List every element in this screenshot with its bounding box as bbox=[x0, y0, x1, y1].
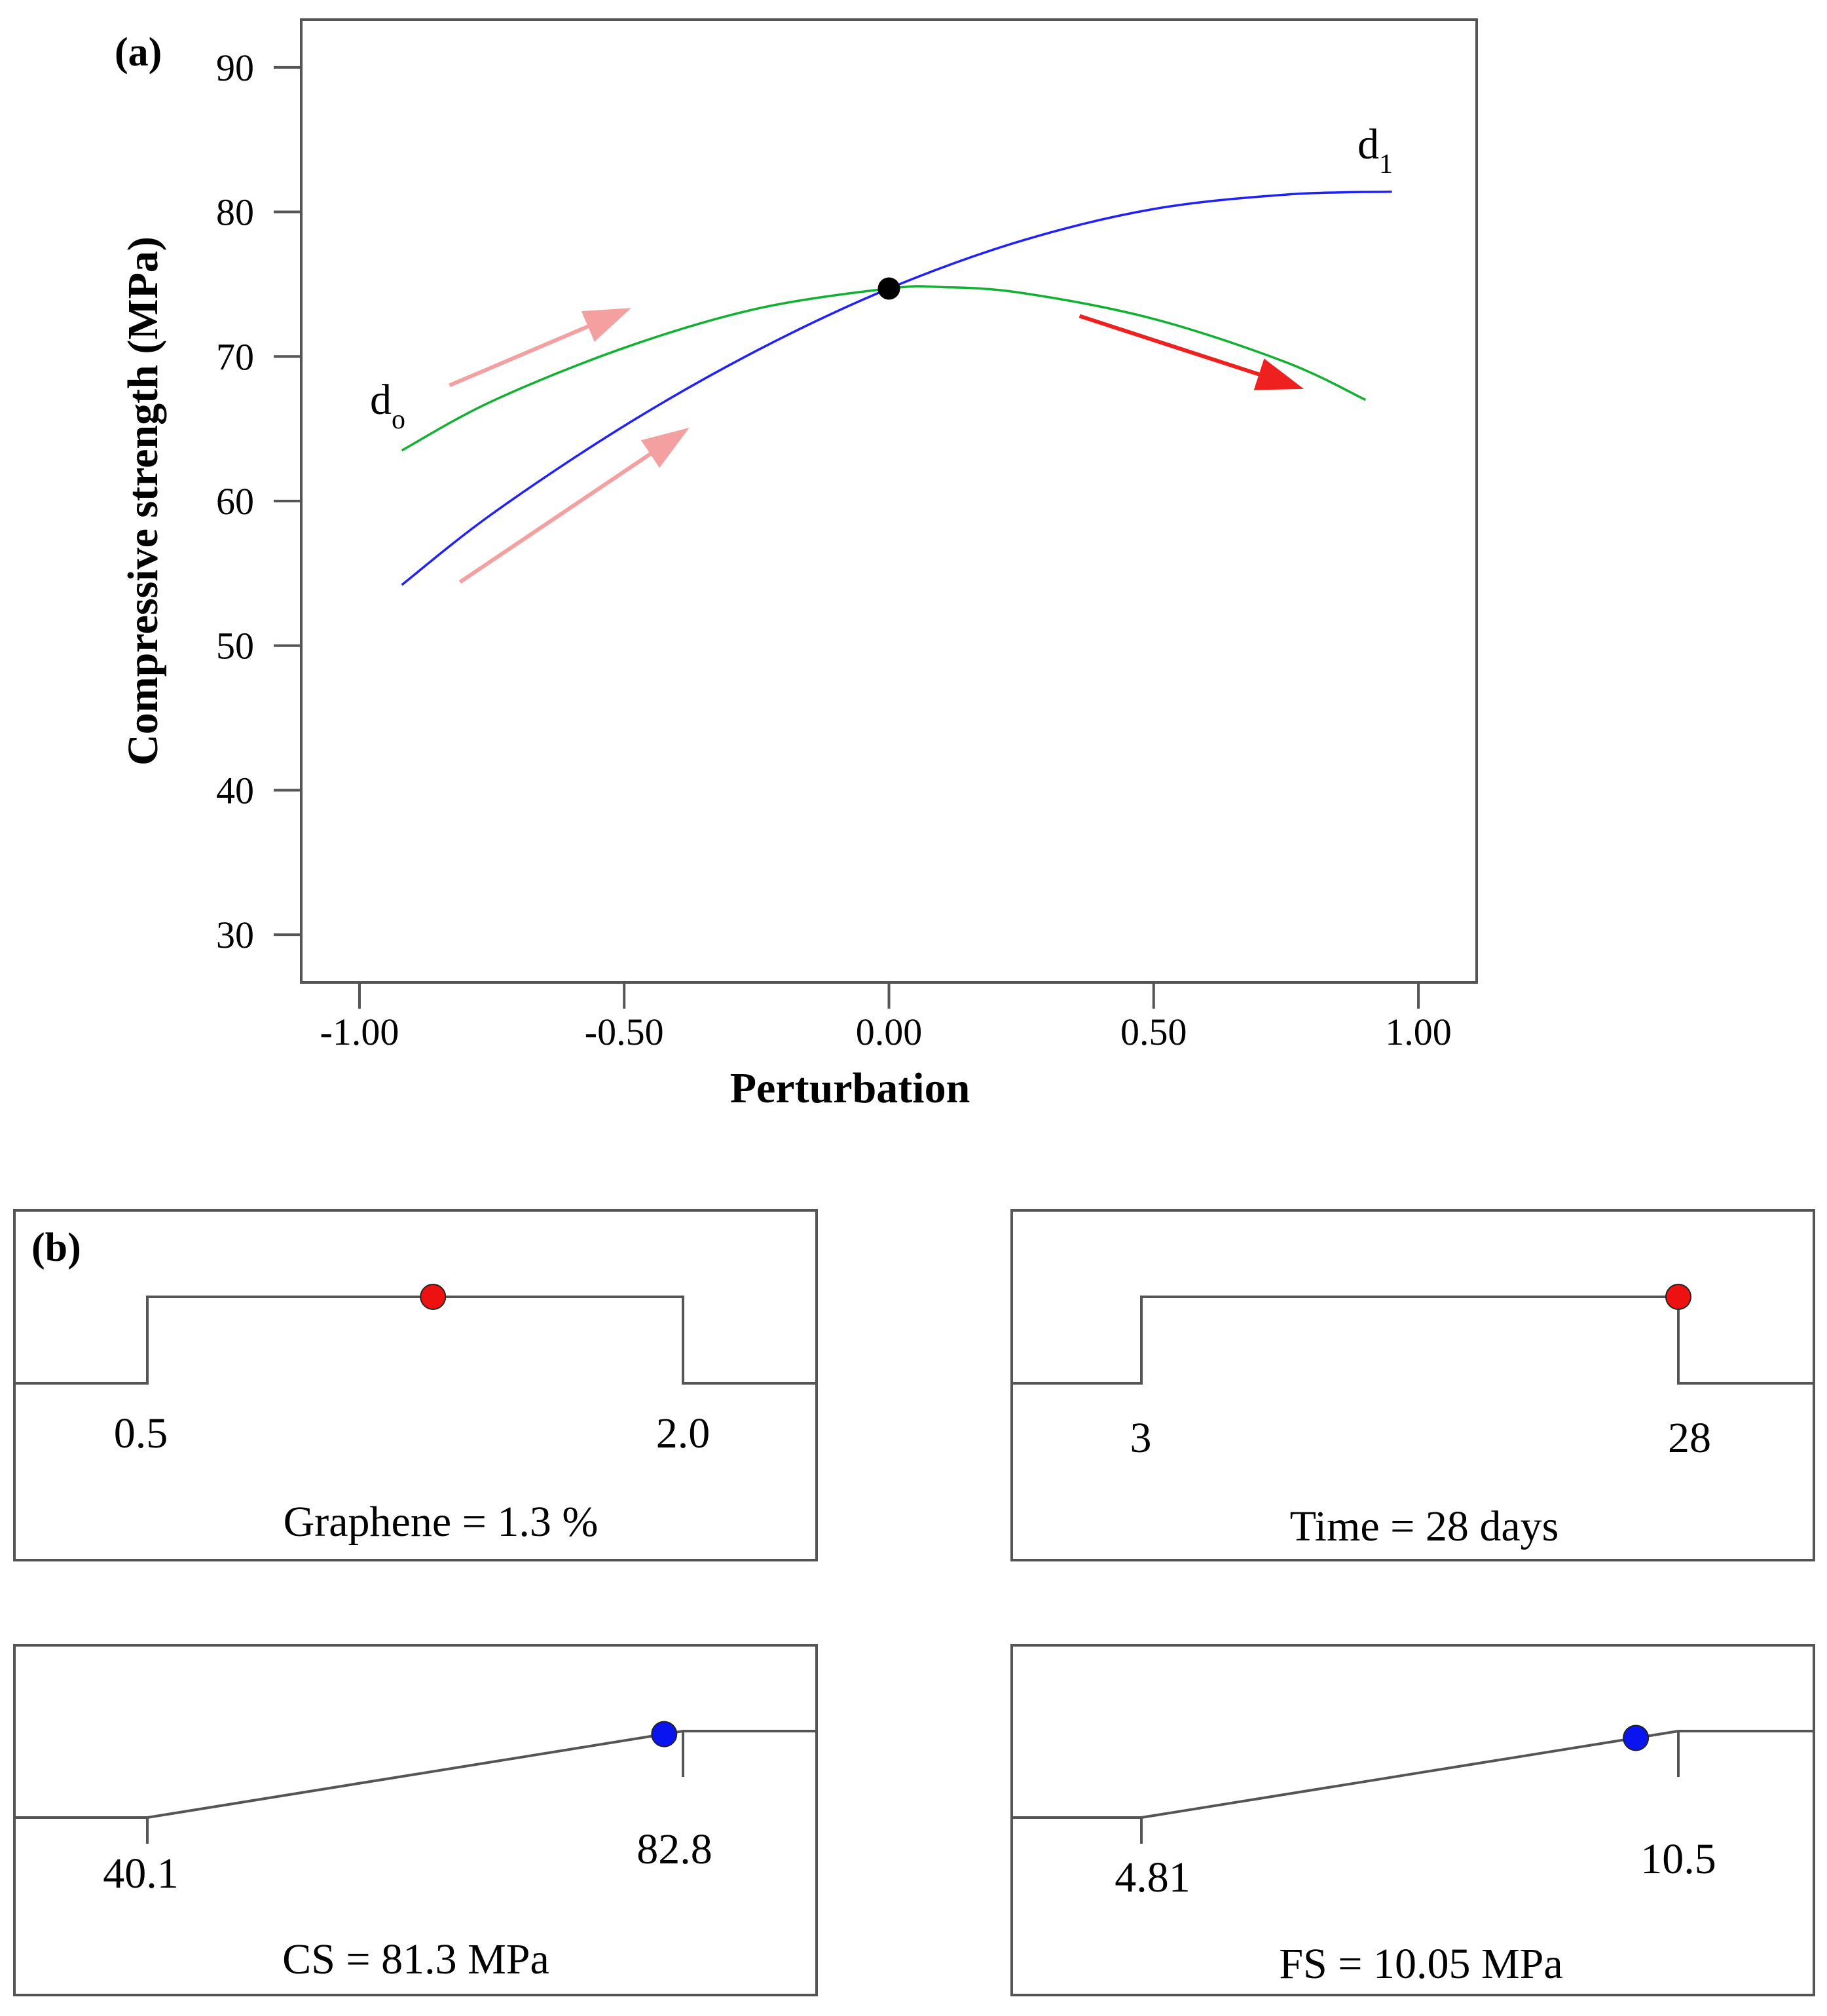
y-tick-label: 80 bbox=[216, 191, 254, 234]
cs-frame bbox=[13, 1644, 818, 1996]
d1-label: d1 bbox=[1357, 121, 1393, 179]
time-low-label: 3 bbox=[1130, 1414, 1152, 1462]
time-caption: Time = 28 days bbox=[1290, 1503, 1559, 1550]
graphene-high-label: 2.0 bbox=[656, 1409, 710, 1457]
series-line-do bbox=[401, 285, 1366, 452]
graphene-low-label: 0.5 bbox=[114, 1409, 168, 1457]
series-line-d1 bbox=[401, 190, 1392, 586]
arrow-head bbox=[581, 308, 632, 342]
arrow-head bbox=[640, 427, 690, 468]
x-tick-label: 0.00 bbox=[856, 1011, 923, 1053]
do-label-sub: o bbox=[392, 405, 405, 435]
desirability-graphene: 0.5 2.0 Graphene = 1.3 % bbox=[13, 1209, 818, 1561]
fs-frame bbox=[1010, 1644, 1815, 1996]
y-tick-label: 40 bbox=[216, 769, 254, 812]
panel-b-label: (b) bbox=[31, 1225, 81, 1270]
arrow-shaft bbox=[1079, 314, 1261, 377]
do-label: do bbox=[370, 376, 405, 435]
panel-a-label: (a) bbox=[115, 30, 162, 75]
y-tick-label: 60 bbox=[216, 480, 254, 523]
y-axis: 30 40 50 60 70 80 90 bbox=[216, 47, 301, 956]
desirability-time: 3 28 Time = 28 days bbox=[1010, 1209, 1815, 1561]
graphene-caption: Graphene = 1.3 % bbox=[284, 1498, 599, 1546]
cs-dot bbox=[651, 1721, 678, 1747]
cs-low-label: 40.1 bbox=[103, 1850, 179, 1897]
fs-high-label: 10.5 bbox=[1640, 1835, 1716, 1883]
x-tick-label: 1.00 bbox=[1385, 1011, 1452, 1053]
x-axis-title: Perturbation bbox=[730, 1064, 970, 1112]
y-axis-title: Compressive strength (MPa) bbox=[119, 236, 167, 766]
d1-label-sub: 1 bbox=[1379, 149, 1393, 179]
y-tick-label: 90 bbox=[216, 47, 254, 89]
time-high-label: 28 bbox=[1668, 1414, 1711, 1462]
panel-b: (b) 0.5 2.0 Graphene = 1.3 % 3 28 Time =… bbox=[13, 1209, 1815, 1996]
cs-caption: CS = 81.3 MPa bbox=[282, 1935, 549, 1983]
center-point bbox=[877, 277, 900, 300]
do-label-main: d bbox=[370, 376, 392, 424]
graphene-ramp-line bbox=[14, 1296, 817, 1385]
time-ramp-line bbox=[1012, 1296, 1814, 1385]
graphene-dot bbox=[420, 1284, 447, 1310]
plot-frame-a bbox=[300, 18, 1478, 984]
panel-a: (a) 30 40 50 60 70 80 90 -1.00 -0.50 0.00 0.50 1.0… bbox=[115, 18, 1478, 1112]
y-tick-label: 30 bbox=[216, 914, 254, 956]
fs-dot bbox=[1623, 1725, 1650, 1751]
time-dot bbox=[1665, 1284, 1691, 1310]
x-tick-label: 0.50 bbox=[1120, 1011, 1187, 1053]
arrow-head bbox=[1253, 358, 1304, 390]
cs-high-label: 82.8 bbox=[637, 1825, 712, 1873]
desirability-fs: 4.81 10.5 FS = 10.05 MPa bbox=[1010, 1644, 1815, 1996]
fs-ramp-line bbox=[1012, 1730, 1814, 1844]
d1-label-main: d bbox=[1357, 121, 1379, 168]
y-tick-label: 70 bbox=[216, 335, 254, 378]
desirability-cs: 40.1 82.8 CS = 81.3 MPa bbox=[13, 1644, 818, 1996]
arrows-group bbox=[449, 308, 1304, 584]
y-tick-label: 50 bbox=[216, 625, 254, 667]
series-group bbox=[401, 190, 1392, 586]
x-tick-label: -0.50 bbox=[585, 1011, 664, 1053]
fs-caption: FS = 10.05 MPa bbox=[1279, 1940, 1562, 1988]
x-axis: -1.00 -0.50 0.00 0.50 1.00 bbox=[320, 982, 1452, 1053]
graphene-frame bbox=[13, 1209, 818, 1561]
time-frame bbox=[1010, 1209, 1815, 1561]
arrow-shaft bbox=[458, 452, 652, 584]
fs-low-label: 4.81 bbox=[1115, 1854, 1190, 1901]
cs-ramp-line bbox=[14, 1730, 817, 1844]
arrow-shaft bbox=[449, 324, 589, 388]
x-tick-label: -1.00 bbox=[320, 1011, 399, 1053]
